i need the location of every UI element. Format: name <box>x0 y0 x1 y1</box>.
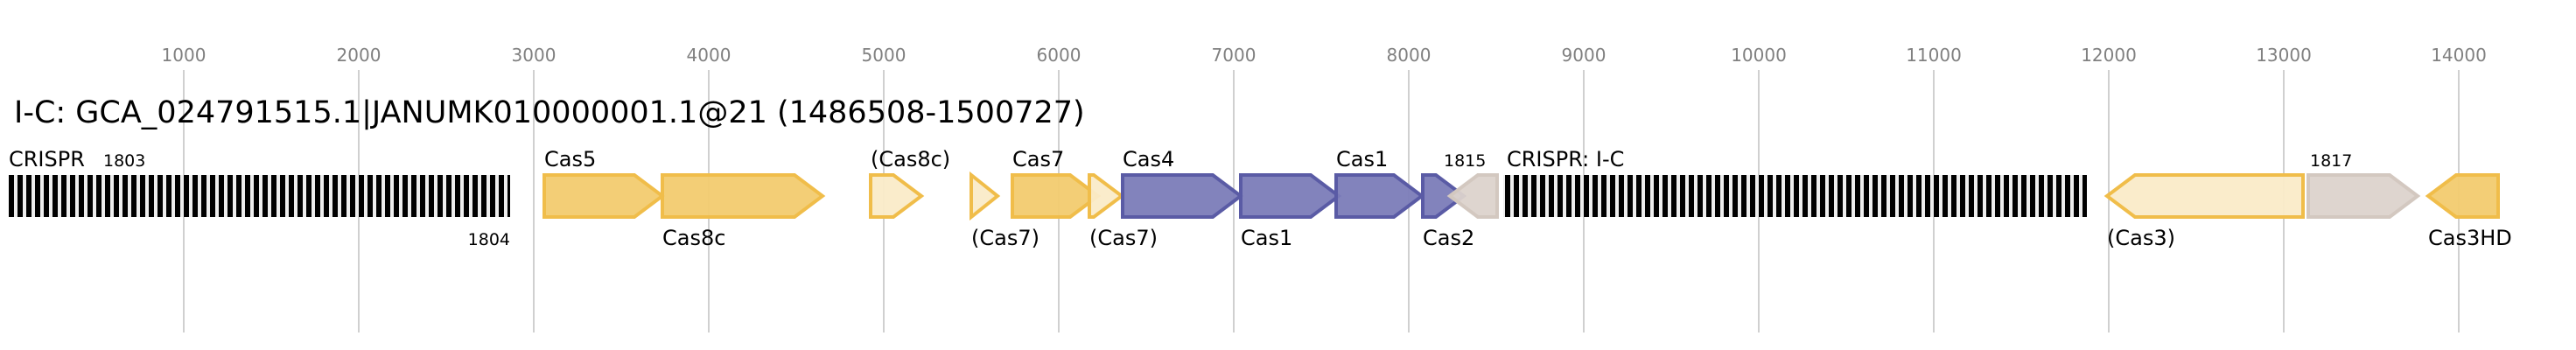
gene-label: (Cas8c) <box>871 147 950 172</box>
gene-arrow[interactable] <box>2104 173 2305 219</box>
gene-label: Cas4 <box>1123 147 1174 172</box>
gene-label: Cas1 <box>1241 226 1292 250</box>
gene-label: (Cas7) <box>1089 226 1158 250</box>
gene-label: Cas1 <box>1336 147 1388 172</box>
locus-title: I-C: GCA_024791515.1|JANUMK010000001.1@2… <box>14 95 1085 130</box>
tick-label: 7000 <box>1212 45 1256 66</box>
gene-arrow[interactable] <box>1334 173 1425 219</box>
gene-label: Cas2 <box>1423 226 1474 250</box>
tick-label: 6000 <box>1037 45 1082 66</box>
crispr-array <box>9 175 510 217</box>
crispr-label: CRISPR: I-C <box>1507 147 1624 172</box>
gene-label: 1815 <box>1444 151 1486 171</box>
gene-label: 1817 <box>2310 151 2352 171</box>
crispr-id: 1803 <box>103 151 145 171</box>
tick-label: 4000 <box>687 45 732 66</box>
tick-label: 13000 <box>2256 45 2312 66</box>
tick-label: 2000 <box>337 45 382 66</box>
tick-label: 3000 <box>512 45 556 66</box>
crispr-arrays: CRISPR 1803 1804 CRISPR: I-C <box>9 147 2087 249</box>
tick-label: 1000 <box>162 45 206 66</box>
crispr-id: 1804 <box>468 230 510 249</box>
gene-arrow[interactable] <box>1446 173 1499 219</box>
tick-label: 10000 <box>1731 45 1787 66</box>
crispr-label: CRISPR <box>9 147 85 172</box>
gene-arrow[interactable] <box>542 173 666 219</box>
gene-label: (Cas7) <box>971 226 1040 250</box>
gene-label: Cas3HD <box>2428 226 2512 250</box>
gene-label: Cas8c <box>662 226 725 250</box>
gene-label: Cas7 <box>1012 147 1064 172</box>
gene-label: (Cas3) <box>2107 226 2175 250</box>
gene-arrow[interactable] <box>1121 173 1244 219</box>
gene-arrow[interactable] <box>1421 173 1467 219</box>
axis-tick-labels: 1000 2000 3000 4000 5000 6000 7000 8000 9000 1000… <box>162 45 2487 66</box>
crispr-array <box>1503 175 2087 217</box>
gene-arrow[interactable] <box>1239 173 1342 219</box>
tick-label: 12000 <box>2081 45 2137 66</box>
gene-arrow[interactable] <box>2425 173 2500 219</box>
gene-arrow[interactable] <box>2306 173 2421 219</box>
tick-label: 11000 <box>1906 45 1962 66</box>
gene-arrow[interactable] <box>661 173 826 219</box>
tick-label: 8000 <box>1387 45 1432 66</box>
gene-arrow[interactable] <box>869 173 925 219</box>
tick-label: 5000 <box>862 45 906 66</box>
gene-arrow[interactable] <box>1088 173 1125 219</box>
genes: Cas5 Cas8c (Cas8c) (Cas7) Cas7 (Cas7) Cas4 Cas1… <box>542 147 2512 250</box>
gene-arrow[interactable] <box>970 171 1001 221</box>
tick-label: 9000 <box>1562 45 1606 66</box>
tick-label: 14000 <box>2431 45 2487 66</box>
gene-arrow[interactable] <box>1011 173 1102 219</box>
gene-label: Cas5 <box>544 147 596 172</box>
